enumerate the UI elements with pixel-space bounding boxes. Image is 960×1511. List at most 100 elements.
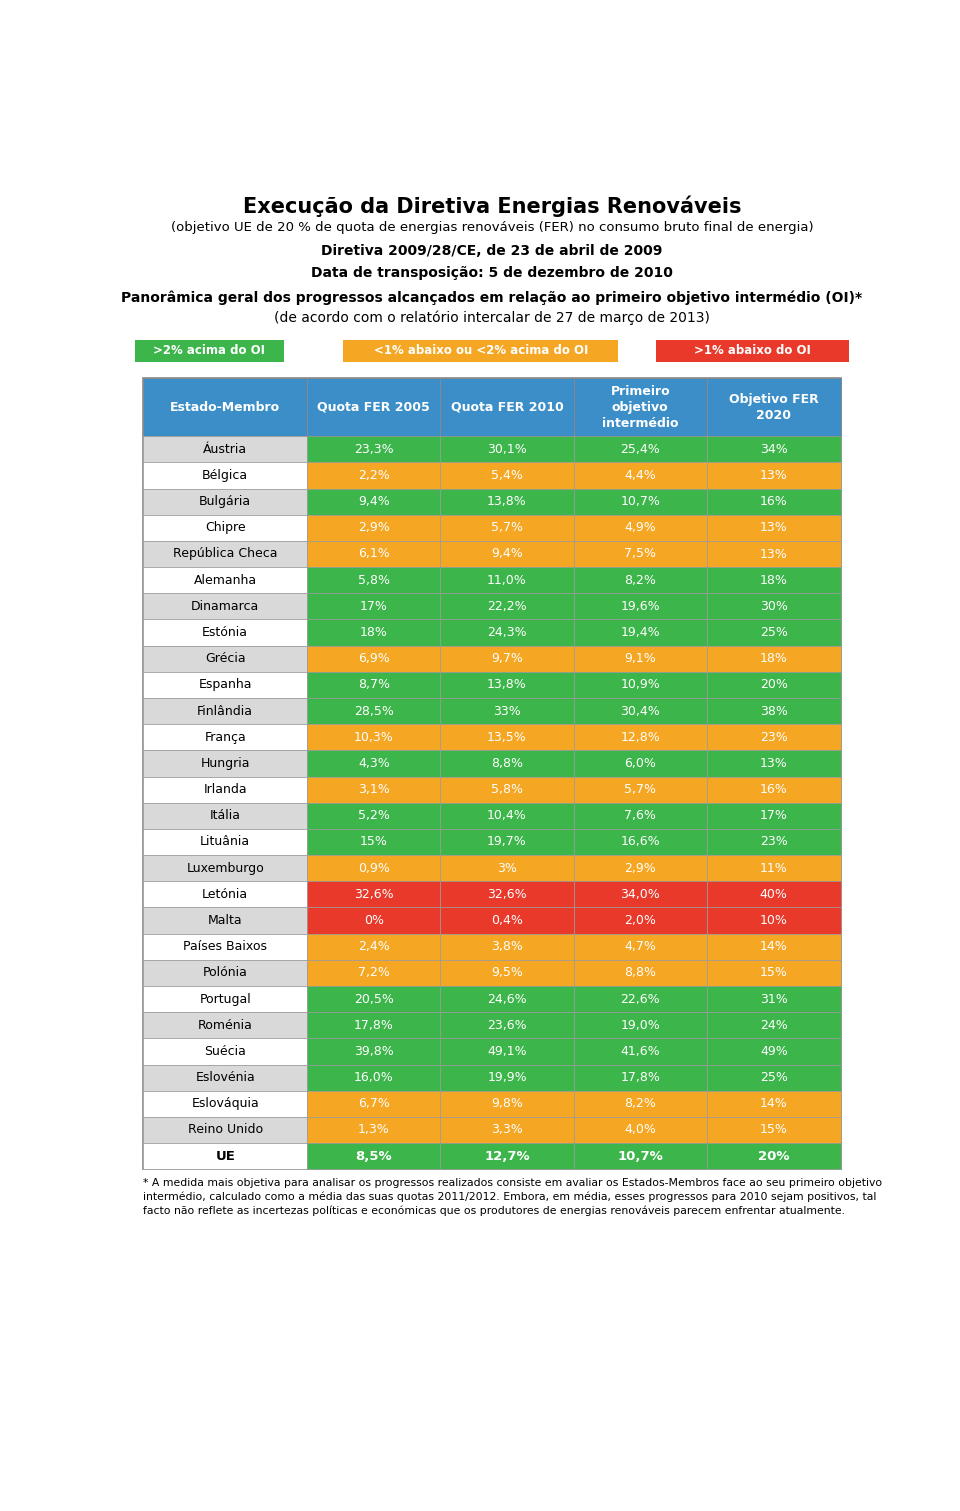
FancyBboxPatch shape (307, 462, 441, 488)
FancyBboxPatch shape (574, 830, 707, 855)
Text: Malta: Malta (208, 914, 243, 928)
Text: 39,8%: 39,8% (354, 1046, 394, 1058)
FancyBboxPatch shape (441, 567, 574, 594)
Text: 8,5%: 8,5% (355, 1150, 392, 1162)
Text: 10,9%: 10,9% (620, 678, 660, 692)
Text: Estado-Membro: Estado-Membro (170, 400, 280, 414)
Text: 33%: 33% (493, 704, 521, 718)
Text: 49%: 49% (760, 1046, 787, 1058)
FancyBboxPatch shape (707, 515, 841, 541)
FancyBboxPatch shape (143, 645, 307, 672)
Text: 17%: 17% (360, 600, 388, 613)
Text: 25%: 25% (760, 626, 788, 639)
FancyBboxPatch shape (707, 1091, 841, 1117)
FancyBboxPatch shape (307, 1142, 441, 1170)
FancyBboxPatch shape (574, 645, 707, 672)
FancyBboxPatch shape (441, 645, 574, 672)
FancyBboxPatch shape (574, 777, 707, 802)
FancyBboxPatch shape (143, 488, 307, 515)
FancyBboxPatch shape (574, 987, 707, 1012)
Text: 19,9%: 19,9% (487, 1071, 527, 1083)
Text: 9,8%: 9,8% (492, 1097, 523, 1111)
Text: >2% acima do OI: >2% acima do OI (154, 345, 265, 357)
FancyBboxPatch shape (574, 541, 707, 567)
Text: 20%: 20% (758, 1150, 789, 1162)
FancyBboxPatch shape (307, 541, 441, 567)
FancyBboxPatch shape (707, 488, 841, 515)
FancyBboxPatch shape (574, 378, 707, 437)
FancyBboxPatch shape (574, 515, 707, 541)
FancyBboxPatch shape (574, 802, 707, 830)
Text: 8,2%: 8,2% (624, 574, 656, 586)
FancyBboxPatch shape (143, 1012, 307, 1038)
Text: 10,4%: 10,4% (487, 810, 527, 822)
Text: 23,6%: 23,6% (487, 1018, 527, 1032)
FancyBboxPatch shape (574, 751, 707, 777)
Text: Alemanha: Alemanha (194, 574, 256, 586)
Text: Eslovénia: Eslovénia (195, 1071, 255, 1083)
Text: 2,4%: 2,4% (358, 940, 390, 953)
Text: 16%: 16% (760, 783, 787, 796)
Text: 2,9%: 2,9% (624, 861, 656, 875)
Text: 13%: 13% (760, 468, 787, 482)
Text: Estónia: Estónia (203, 626, 249, 639)
FancyBboxPatch shape (574, 855, 707, 881)
Text: Polónia: Polónia (203, 967, 248, 979)
FancyBboxPatch shape (707, 830, 841, 855)
Text: 0,9%: 0,9% (358, 861, 390, 875)
FancyBboxPatch shape (307, 959, 441, 987)
Text: 19,7%: 19,7% (487, 836, 527, 849)
FancyBboxPatch shape (307, 1091, 441, 1117)
FancyBboxPatch shape (707, 751, 841, 777)
Text: Quota FER 2010: Quota FER 2010 (450, 400, 564, 414)
Text: 23,3%: 23,3% (354, 443, 394, 456)
Text: 14%: 14% (760, 1097, 787, 1111)
Text: 4,0%: 4,0% (624, 1124, 656, 1136)
Text: 3,1%: 3,1% (358, 783, 390, 796)
Text: 0,4%: 0,4% (492, 914, 523, 928)
FancyBboxPatch shape (441, 541, 574, 567)
Text: 41,6%: 41,6% (620, 1046, 660, 1058)
FancyBboxPatch shape (441, 908, 574, 934)
FancyBboxPatch shape (143, 672, 307, 698)
Text: <1% abaixo ou <2% acima do OI: <1% abaixo ou <2% acima do OI (373, 345, 588, 357)
Text: 17,8%: 17,8% (354, 1018, 394, 1032)
Text: Grécia: Grécia (204, 653, 246, 665)
Text: 4,4%: 4,4% (624, 468, 656, 482)
Text: 0%: 0% (364, 914, 384, 928)
Text: 7,2%: 7,2% (358, 967, 390, 979)
FancyBboxPatch shape (707, 541, 841, 567)
FancyBboxPatch shape (574, 1065, 707, 1091)
FancyBboxPatch shape (441, 620, 574, 645)
Text: 13,8%: 13,8% (487, 678, 527, 692)
FancyBboxPatch shape (441, 881, 574, 908)
FancyBboxPatch shape (344, 340, 618, 361)
FancyBboxPatch shape (143, 515, 307, 541)
Text: 10,7%: 10,7% (620, 496, 660, 508)
Text: Finlândia: Finlândia (197, 704, 253, 718)
Text: Primeiro
objetivo
intermédio: Primeiro objetivo intermédio (602, 385, 679, 429)
Text: 13%: 13% (760, 547, 787, 561)
FancyBboxPatch shape (574, 908, 707, 934)
FancyBboxPatch shape (307, 1038, 441, 1065)
FancyBboxPatch shape (441, 1012, 574, 1038)
Text: Itália: Itália (209, 810, 241, 822)
Text: 3,3%: 3,3% (492, 1124, 523, 1136)
Text: 31%: 31% (760, 993, 787, 1005)
Text: 34,0%: 34,0% (620, 888, 660, 901)
FancyBboxPatch shape (574, 881, 707, 908)
Text: Bulgária: Bulgária (199, 496, 252, 508)
FancyBboxPatch shape (307, 777, 441, 802)
Text: 5,7%: 5,7% (491, 521, 523, 535)
Text: 32,6%: 32,6% (354, 888, 394, 901)
Text: 19,4%: 19,4% (620, 626, 660, 639)
Text: França: França (204, 731, 246, 743)
FancyBboxPatch shape (707, 594, 841, 620)
FancyBboxPatch shape (307, 567, 441, 594)
FancyBboxPatch shape (574, 594, 707, 620)
FancyBboxPatch shape (143, 908, 307, 934)
Text: 28,5%: 28,5% (354, 704, 394, 718)
Text: 3,8%: 3,8% (492, 940, 523, 953)
FancyBboxPatch shape (707, 1012, 841, 1038)
FancyBboxPatch shape (441, 672, 574, 698)
